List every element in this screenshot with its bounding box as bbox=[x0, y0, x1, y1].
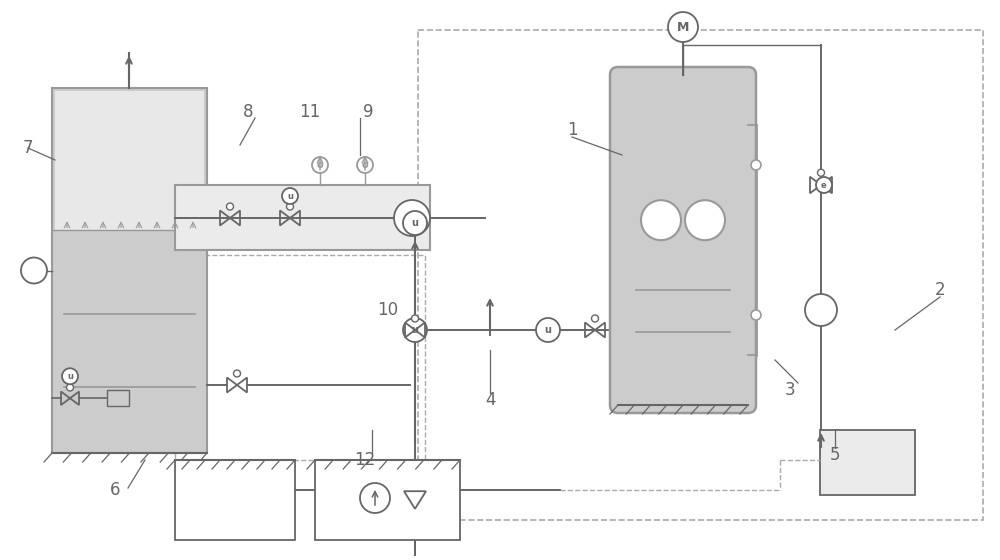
Circle shape bbox=[287, 203, 294, 210]
Text: 8: 8 bbox=[243, 103, 253, 121]
Circle shape bbox=[21, 258, 47, 283]
Text: 1: 1 bbox=[567, 121, 577, 139]
Text: 2: 2 bbox=[935, 281, 945, 299]
Circle shape bbox=[312, 157, 328, 173]
Text: 6: 6 bbox=[110, 481, 120, 499]
Circle shape bbox=[592, 315, 598, 322]
Circle shape bbox=[817, 169, 824, 176]
Circle shape bbox=[751, 310, 761, 320]
Text: u: u bbox=[67, 372, 73, 381]
Text: 7: 7 bbox=[23, 139, 33, 157]
Text: u: u bbox=[412, 218, 418, 228]
Bar bbox=[52, 88, 207, 453]
Text: 4: 4 bbox=[485, 391, 495, 409]
Circle shape bbox=[536, 318, 560, 342]
Text: M: M bbox=[677, 21, 689, 34]
Bar bbox=[175, 460, 295, 540]
Text: 10: 10 bbox=[377, 301, 399, 319]
Circle shape bbox=[62, 368, 78, 384]
Circle shape bbox=[227, 203, 234, 210]
Circle shape bbox=[805, 294, 837, 326]
Bar bbox=[107, 390, 129, 406]
Circle shape bbox=[668, 12, 698, 42]
Text: u: u bbox=[287, 192, 293, 200]
Text: u: u bbox=[412, 325, 418, 335]
Text: 11: 11 bbox=[299, 103, 321, 121]
Circle shape bbox=[360, 483, 390, 513]
Circle shape bbox=[282, 188, 298, 204]
Bar bbox=[55, 91, 204, 230]
Bar bbox=[418, 30, 983, 520]
Text: o: o bbox=[362, 160, 368, 170]
Circle shape bbox=[403, 318, 427, 342]
Circle shape bbox=[641, 200, 681, 240]
Circle shape bbox=[816, 177, 832, 193]
Circle shape bbox=[412, 315, 418, 322]
Circle shape bbox=[751, 160, 761, 170]
Circle shape bbox=[394, 200, 430, 236]
Text: 9: 9 bbox=[363, 103, 373, 121]
Text: 3: 3 bbox=[785, 381, 795, 399]
Bar bbox=[315, 460, 460, 540]
Bar bbox=[820, 430, 915, 495]
Circle shape bbox=[357, 157, 373, 173]
Circle shape bbox=[685, 200, 725, 240]
Circle shape bbox=[234, 370, 241, 377]
Text: u: u bbox=[544, 325, 552, 335]
Text: 12: 12 bbox=[354, 451, 376, 469]
Bar bbox=[175, 255, 425, 460]
Text: o: o bbox=[317, 160, 323, 170]
Text: e: e bbox=[821, 180, 827, 189]
Circle shape bbox=[67, 384, 74, 391]
Circle shape bbox=[403, 211, 427, 235]
Text: 5: 5 bbox=[830, 446, 840, 464]
FancyBboxPatch shape bbox=[610, 67, 756, 413]
Bar bbox=[175, 185, 430, 250]
